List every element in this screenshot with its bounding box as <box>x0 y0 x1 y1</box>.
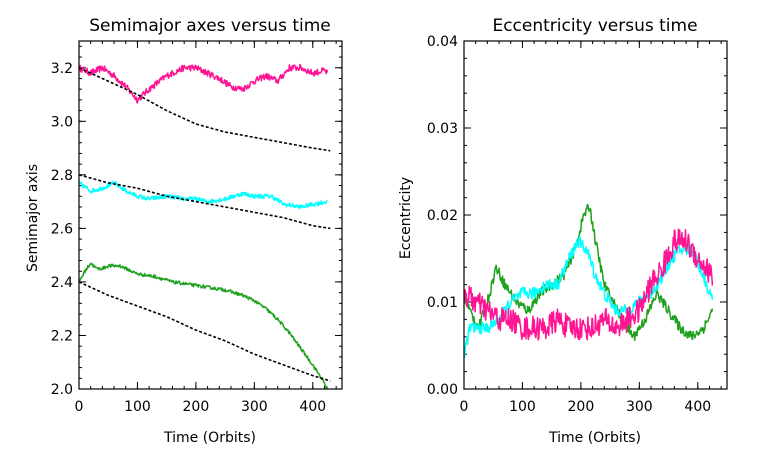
y-tick-label: 0.03 <box>427 121 458 137</box>
x-tick-label: 300 <box>241 399 268 415</box>
y-tick-label: 2.6 <box>51 221 73 237</box>
series-line-magenta <box>463 228 714 341</box>
y-tick-label: 2.8 <box>51 168 73 184</box>
x-axis-label: Time (Orbits) <box>548 430 641 446</box>
y-tick-label: 2.2 <box>51 328 73 344</box>
y-axis-label: Eccentricity <box>398 177 414 259</box>
eccentricity-chart: Eccentricity versus time Time (Orbits) E… <box>398 16 728 446</box>
series-line-inner-reference <box>78 281 331 382</box>
y-tick-label: 0.00 <box>427 382 458 398</box>
semimajor-axes-chart: Semimajor axes versus time Time (Orbits)… <box>25 16 343 446</box>
x-tick-label: 0 <box>460 399 469 415</box>
x-tick-label: 100 <box>124 399 151 415</box>
y-tick-label: 3.0 <box>51 114 73 130</box>
series-line-green <box>463 203 714 341</box>
x-axis-label: Time (Orbits) <box>163 430 256 446</box>
plot-frame <box>463 40 728 390</box>
y-tick-label: 2.0 <box>51 382 73 398</box>
plot-frame <box>78 40 343 390</box>
series-line-cyan <box>463 236 714 359</box>
y-tick-label: 3.2 <box>51 61 73 77</box>
series-line-outer <box>78 63 329 104</box>
y-tick-label: 0.01 <box>427 295 458 311</box>
series-line-outer-reference <box>78 67 331 152</box>
chart-title: Eccentricity versus time <box>492 16 697 36</box>
series-line-inner <box>78 262 329 390</box>
y-tick-label: 2.4 <box>51 275 73 291</box>
y-tick-label: 0.04 <box>427 34 458 50</box>
x-tick-label: 200 <box>568 399 595 415</box>
x-tick-label: 0 <box>75 399 84 415</box>
x-tick-label: 400 <box>299 399 326 415</box>
x-tick-label: 400 <box>684 399 711 415</box>
y-axis-label: Semimajor axis <box>25 164 41 272</box>
x-tick-label: 300 <box>626 399 653 415</box>
chart-title: Semimajor axes versus time <box>89 16 331 36</box>
x-tick-label: 200 <box>183 399 210 415</box>
y-tick-label: 0.02 <box>427 208 458 224</box>
series-line-middle <box>78 180 328 210</box>
x-tick-label: 100 <box>509 399 536 415</box>
